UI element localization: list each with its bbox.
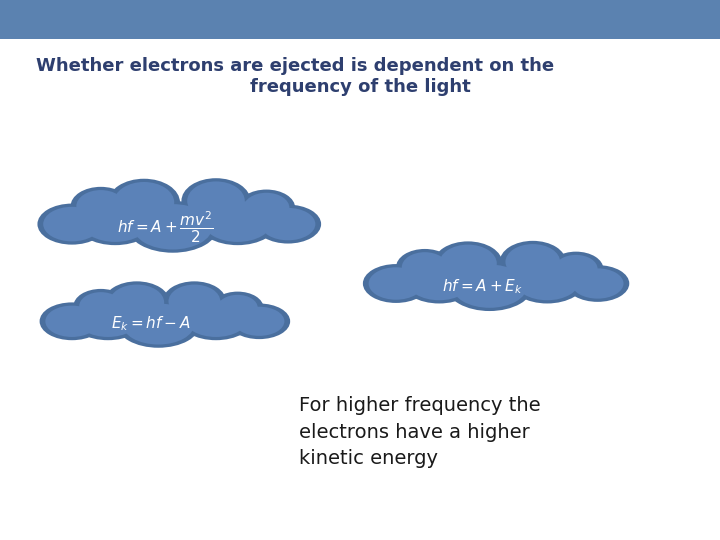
Ellipse shape [108, 179, 180, 226]
Ellipse shape [45, 306, 99, 337]
Ellipse shape [184, 300, 248, 337]
Ellipse shape [234, 307, 284, 336]
Ellipse shape [81, 201, 150, 242]
Ellipse shape [566, 265, 629, 302]
Ellipse shape [369, 267, 423, 300]
Text: frequency of the light: frequency of the light [250, 78, 470, 96]
Ellipse shape [515, 261, 580, 300]
Ellipse shape [243, 193, 289, 223]
Ellipse shape [402, 252, 448, 282]
Ellipse shape [71, 297, 145, 340]
Ellipse shape [212, 292, 264, 324]
Text: For higher frequency the
electrons have a higher
kinetic energy: For higher frequency the electrons have … [299, 396, 541, 468]
Ellipse shape [117, 300, 200, 348]
Ellipse shape [572, 268, 624, 299]
Ellipse shape [127, 201, 218, 253]
Ellipse shape [133, 204, 212, 249]
Ellipse shape [509, 258, 585, 303]
Ellipse shape [363, 264, 429, 303]
Ellipse shape [396, 249, 454, 286]
FancyBboxPatch shape [0, 0, 720, 39]
Ellipse shape [452, 265, 527, 308]
Ellipse shape [168, 285, 220, 318]
Ellipse shape [163, 281, 226, 321]
Ellipse shape [203, 201, 272, 242]
Ellipse shape [505, 244, 560, 280]
Ellipse shape [71, 187, 131, 226]
Ellipse shape [554, 255, 598, 283]
Ellipse shape [73, 289, 128, 323]
Ellipse shape [255, 205, 321, 244]
Ellipse shape [114, 182, 174, 223]
Ellipse shape [446, 261, 533, 311]
Ellipse shape [179, 297, 253, 340]
Ellipse shape [500, 241, 566, 283]
Text: Whether electrons are ejected is dependent on the: Whether electrons are ejected is depende… [36, 57, 554, 75]
Ellipse shape [401, 258, 477, 303]
Ellipse shape [104, 281, 170, 323]
Ellipse shape [75, 198, 156, 245]
Ellipse shape [122, 303, 194, 345]
Ellipse shape [79, 292, 122, 320]
Ellipse shape [76, 300, 140, 337]
Ellipse shape [37, 204, 107, 245]
Ellipse shape [76, 190, 125, 222]
Ellipse shape [181, 178, 251, 224]
Ellipse shape [40, 302, 104, 340]
Text: $hf = A + \dfrac{mv^2}{2}$: $hf = A + \dfrac{mv^2}{2}$ [117, 209, 214, 245]
Ellipse shape [43, 207, 101, 241]
Ellipse shape [549, 252, 603, 286]
Ellipse shape [433, 241, 503, 286]
Text: $E_k = hf - A$: $E_k = hf - A$ [111, 315, 192, 333]
Ellipse shape [217, 295, 258, 321]
Ellipse shape [187, 181, 245, 220]
Text: $hf = A + E_k$: $hf = A + E_k$ [442, 277, 523, 295]
Ellipse shape [407, 261, 472, 300]
Ellipse shape [109, 285, 164, 320]
Ellipse shape [261, 208, 315, 240]
Ellipse shape [238, 190, 295, 226]
Ellipse shape [439, 245, 497, 282]
Ellipse shape [197, 198, 278, 245]
Ellipse shape [228, 303, 290, 339]
